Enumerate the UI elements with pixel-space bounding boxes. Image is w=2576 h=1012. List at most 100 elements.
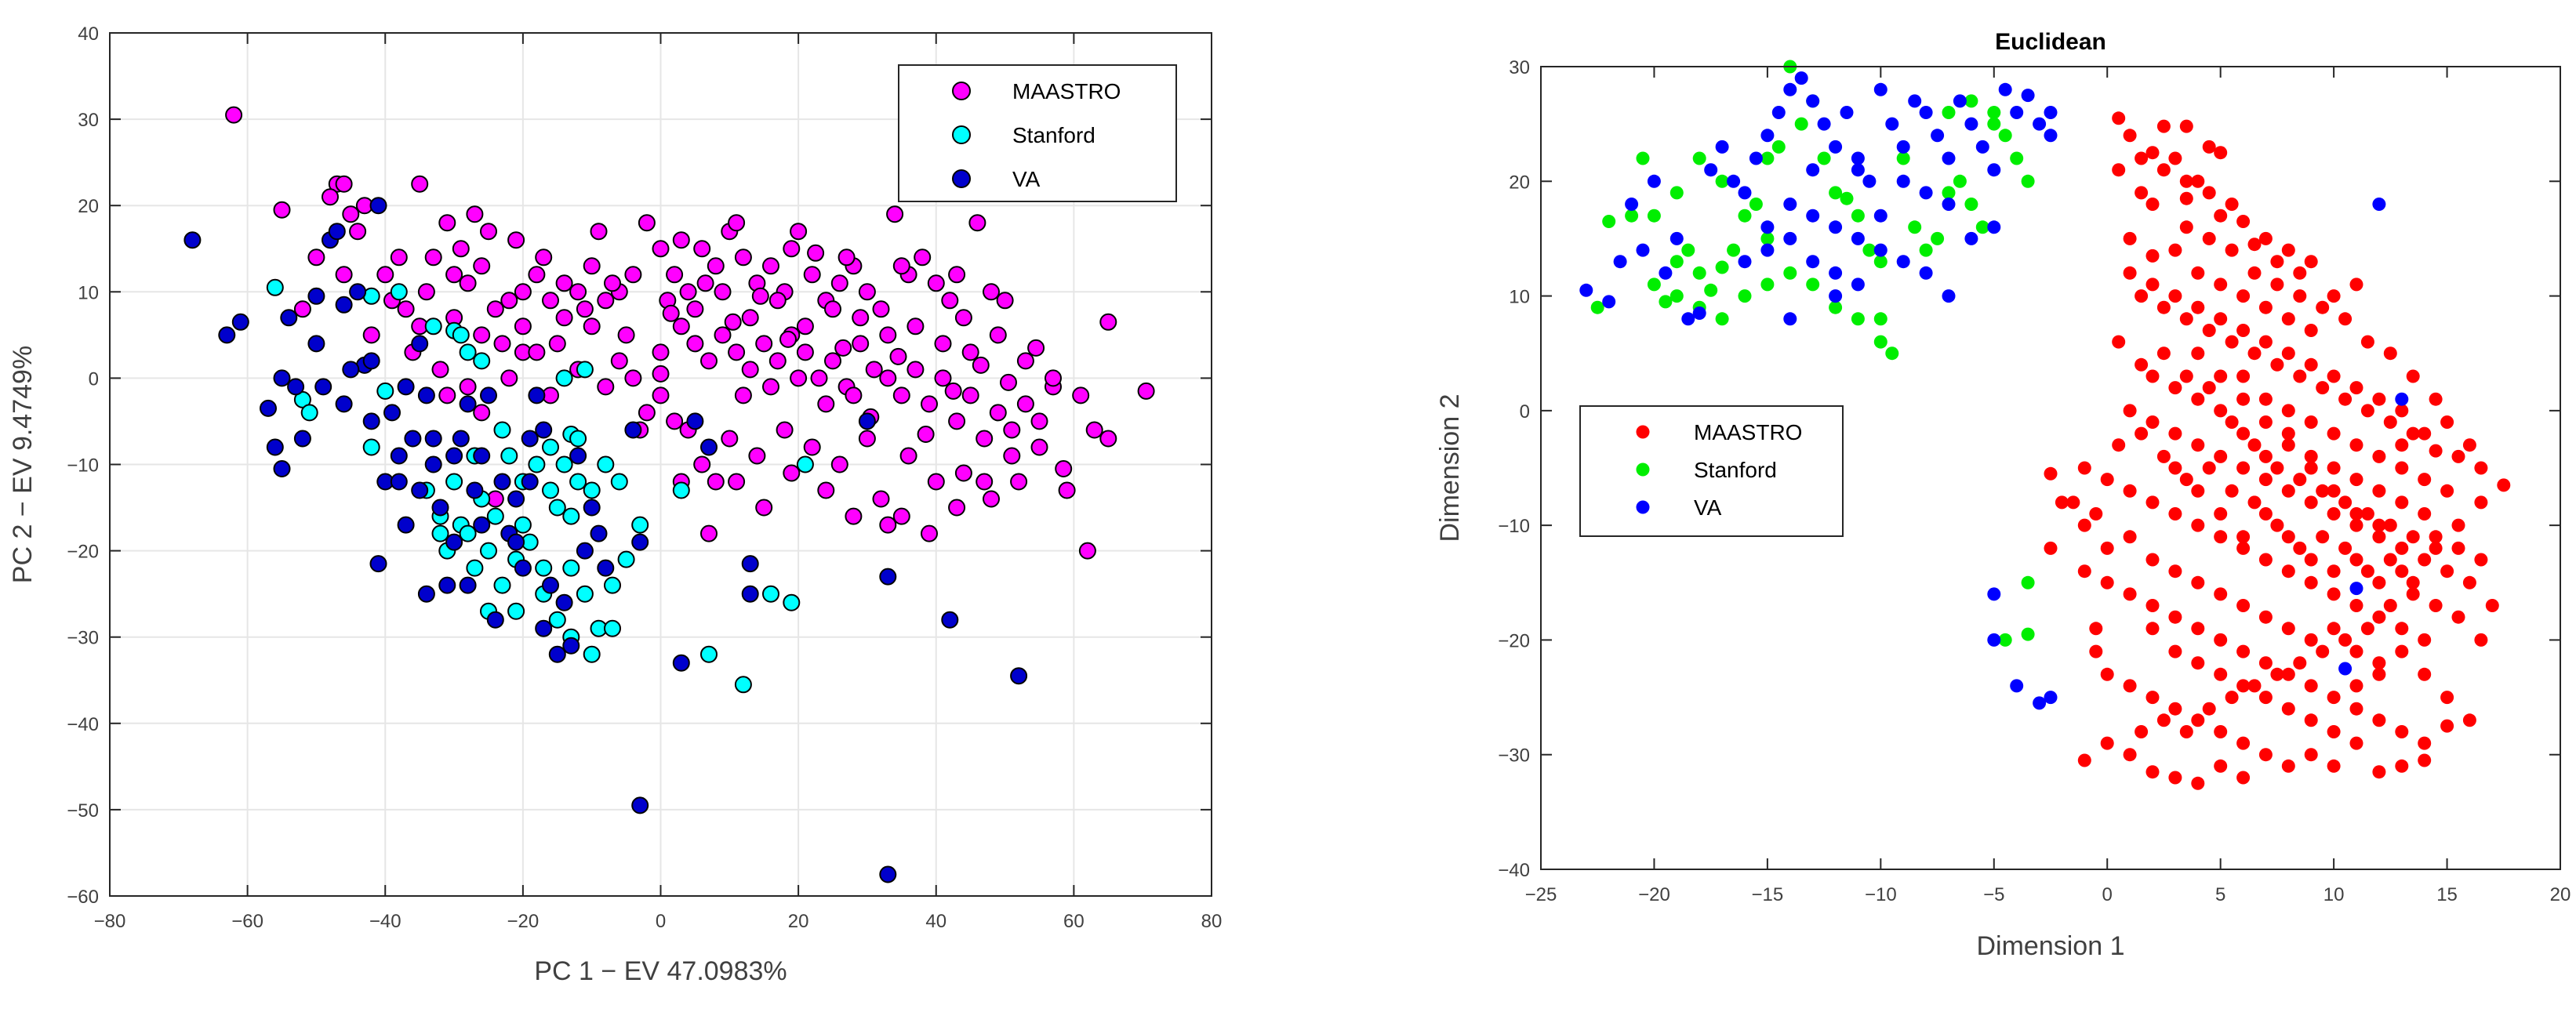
data-point-stanford [610,473,628,491]
data-point-maastro [2383,599,2397,612]
data-point-stanford [1760,151,1775,165]
data-point-maastro [2168,381,2182,395]
data-point-stanford [1636,151,1650,165]
x-tick-label: 5 [2215,884,2225,905]
data-point-stanford [2021,174,2035,188]
y-tick-label: 30 [1509,57,1530,78]
data-point-maastro [872,490,890,508]
data-point-maastro [2258,392,2273,406]
data-point-maastro [2395,564,2409,579]
data-point-maastro [2258,553,2273,567]
data-point-maastro [535,248,553,267]
data-point-maastro [2395,725,2409,738]
data-point-maastro [2304,357,2318,372]
data-point-maastro [2281,702,2295,716]
data-point-stanford [542,481,559,499]
data-point-maastro [2145,691,2160,705]
data-point-maastro [2191,346,2205,361]
data-point-maastro [583,257,601,275]
data-point-stanford [480,542,497,560]
data-point-maastro [2474,461,2488,475]
data-point-stanford [604,619,621,637]
pca-chart: −80 −60 −40 −20 0 20 40 60 80 −60 −50 −40 −30 −20 −10 0… [8,24,1222,986]
data-point-maastro [714,283,732,301]
data-point-va [1738,255,1752,269]
data-point-maastro [548,335,566,353]
data-point-va [1942,151,1956,165]
data-point-maastro [768,292,787,310]
data-point-maastro [2214,759,2228,773]
data-point-maastro [438,214,456,232]
data-point-stanford [466,559,484,577]
data-point-maastro [1010,473,1028,491]
data-point-maastro [652,343,670,361]
y-tick-label: 20 [1509,172,1530,193]
data-point-maastro [2349,507,2363,521]
data-point-maastro [2202,461,2216,475]
data-point-maastro [2135,426,2149,441]
data-point-maastro [2383,553,2397,567]
data-point-stanford [1659,295,1673,309]
data-point-stanford [1715,174,1729,188]
data-point-maastro [2145,277,2160,292]
data-point-va [1896,255,1910,269]
data-point-maastro [652,386,670,404]
data-point-maastro [2077,518,2091,532]
data-point-maastro [2327,564,2341,579]
data-point-maastro [2258,691,2273,705]
data-point-va [1749,151,1763,165]
data-point-va [2395,392,2409,406]
data-point-maastro [2089,507,2103,521]
data-point-maastro [2316,530,2330,544]
x-tick-label: 40 [925,911,946,932]
data-point-maastro [2406,530,2420,544]
data-point-maastro [2451,449,2465,463]
data-point-stanford [493,421,511,439]
data-point-maastro [728,343,746,361]
data-point-maastro [1016,395,1034,413]
data-point-maastro [1072,386,1090,404]
data-point-maastro [762,378,779,396]
data-point-stanford [631,516,649,534]
data-point-va [1851,277,1865,292]
data-point-va [1975,140,1989,154]
data-point-maastro [2293,289,2307,303]
data-point-maastro [2304,679,2318,693]
data-point-maastro [2191,266,2205,280]
data-point-maastro [2179,725,2193,738]
data-point-maastro [597,292,615,310]
data-point-maastro [2327,691,2341,705]
data-point-maastro [879,326,897,344]
data-point-stanford [1998,633,2012,647]
data-point-va [879,568,897,586]
data-point-va [1579,283,1593,297]
data-point-maastro [2349,438,2363,452]
data-point-va [390,447,408,465]
series-stanford [1590,60,2035,647]
data-point-maastro [2372,667,2386,681]
legend-label-va: VA [1694,495,1722,520]
data-point-maastro [2225,243,2239,257]
data-point-va [631,533,649,551]
data-point-maastro [892,257,910,275]
data-point-maastro [2360,335,2374,349]
data-point-va [1873,209,1887,223]
data-point-va [2033,696,2047,710]
data-point-maastro [2429,530,2443,544]
data-point-maastro [817,481,835,499]
y-tick-label: 0 [89,368,99,390]
data-point-maastro [2044,466,2058,481]
data-point-maastro [2100,541,2114,555]
data-point-maastro [2202,186,2216,200]
data-point-maastro [2270,667,2284,681]
data-point-maastro [2293,541,2307,555]
data-point-maastro [714,326,732,344]
data-point-maastro [2168,564,2182,579]
data-point-maastro [576,300,594,318]
data-point-stanford [1692,151,1706,165]
data-point-maastro [2077,564,2091,579]
data-point-va [583,499,601,517]
data-point-va [2349,582,2363,596]
data-point-maastro [728,473,746,491]
data-point-maastro [2258,449,2273,463]
